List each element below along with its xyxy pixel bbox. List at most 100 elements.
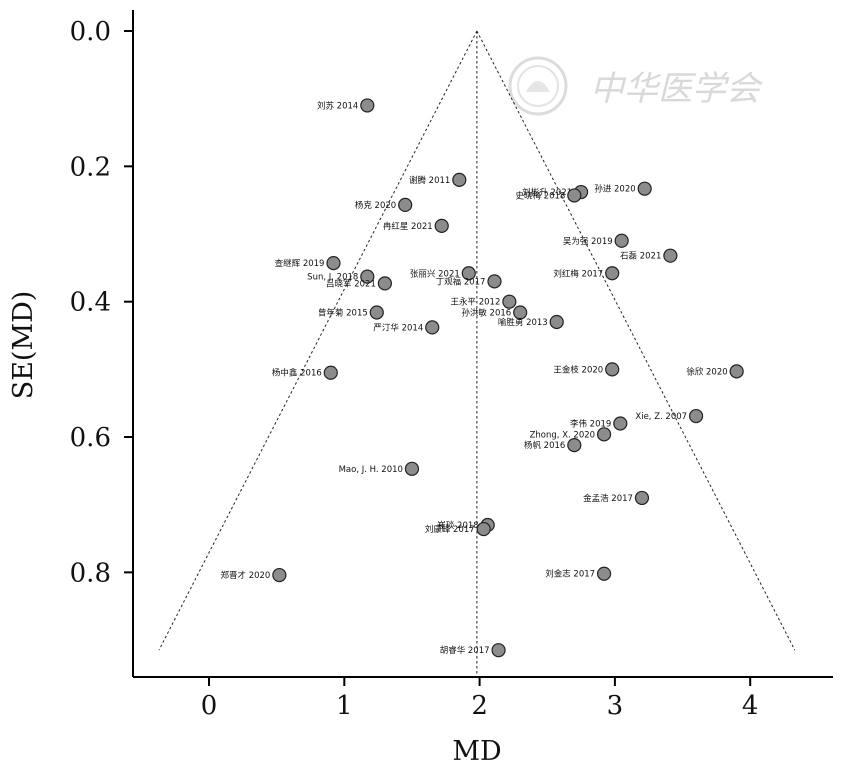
data-point xyxy=(567,188,582,203)
watermark-seal-icon xyxy=(508,56,568,116)
data-point-label: 喻胜勇 2013 xyxy=(498,317,548,328)
data-point-group: 严汀华 2014 xyxy=(373,320,440,335)
data-point-label: 王永平 2012 xyxy=(451,297,501,308)
data-point-group: 金孟浩 2017 xyxy=(583,490,650,506)
funnel-right-line xyxy=(476,30,796,651)
data-point-group: 谢腾 2011 xyxy=(409,172,467,187)
data-point-group: Zhong, X. 2020 xyxy=(530,427,612,442)
data-point xyxy=(513,305,528,320)
data-point-group: 杨帆 2016 xyxy=(524,438,582,453)
data-point-label: 严汀华 2014 xyxy=(373,322,423,333)
data-point xyxy=(452,172,467,187)
x-tick-label: 0 xyxy=(201,691,218,721)
data-point-group: 杨克 2020 xyxy=(355,197,413,213)
data-point-group: 李伟 2019 xyxy=(570,416,628,431)
data-point xyxy=(634,490,650,506)
data-point xyxy=(596,566,612,581)
data-point xyxy=(476,521,491,537)
data-point-group: 刘金志 2017 xyxy=(545,566,612,581)
data-point xyxy=(360,98,375,113)
data-point xyxy=(688,408,704,424)
x-tick-label: 2 xyxy=(471,691,488,721)
data-point-group: 孙进 2020 xyxy=(594,181,652,196)
data-point-group: 张丽兴 2021 xyxy=(410,266,476,281)
data-point-label: 李伟 2019 xyxy=(570,418,611,429)
data-point-label: 谢腾 2011 xyxy=(409,175,450,186)
data-point xyxy=(272,567,287,583)
data-point xyxy=(637,181,652,196)
data-point-group: 吕晓军 2021 xyxy=(326,276,392,291)
data-point xyxy=(425,320,440,335)
data-point-label: 孙洪敏 2016 xyxy=(461,308,511,319)
data-point-group: 杨中鑫 2016 xyxy=(272,365,338,380)
data-point-label: 胡睿华 2017 xyxy=(440,645,490,656)
funnel-left-line xyxy=(158,30,478,651)
data-point xyxy=(398,197,413,213)
data-point-group: 刘康峰 2017 xyxy=(425,521,491,537)
y-tick-label: 0.8 xyxy=(70,558,111,588)
data-point-label: 金孟浩 2017 xyxy=(583,493,633,504)
data-point-group: 喻胜勇 2013 xyxy=(498,314,564,330)
data-point-label: 王金枝 2020 xyxy=(553,364,603,375)
data-point-label: 杨帆 2016 xyxy=(524,440,565,451)
data-point-label: 刘彬升 2021 xyxy=(522,187,572,198)
y-axis-title: SE(MD) xyxy=(8,291,39,400)
data-point-group: 史晓梅 2018 xyxy=(515,188,582,203)
data-points: 刘苏 2014 谢腾 2011 杨克 2020 冉红星 2021 孙进 2020 刘彬升 … xyxy=(221,98,744,658)
data-point-group: Xie, Z. 2007 xyxy=(635,408,704,424)
data-point-group: Mao, J. H. 2010 xyxy=(339,461,420,476)
axes: 0 1 2 3 4 0.0 0.2 0.4 0.6 0.8 xyxy=(70,10,833,721)
data-point-group: 郑晋才 2020 xyxy=(221,567,287,583)
data-point-label: 丁观福 2017 xyxy=(436,276,486,287)
y-tick-label: 0.0 xyxy=(70,17,111,47)
data-point xyxy=(729,364,744,379)
data-point-label: 石磊 2021 xyxy=(620,252,661,262)
data-point-label: 刘金志 2017 xyxy=(545,569,595,580)
data-point xyxy=(491,643,506,658)
data-point-group: 石磊 2021 xyxy=(620,248,678,263)
data-point xyxy=(613,416,628,431)
data-point-label: 杨克 2020 xyxy=(355,200,396,211)
data-point xyxy=(567,438,582,453)
x-tick-label: 1 xyxy=(336,691,353,721)
data-point xyxy=(404,461,420,476)
data-point-group: 孙洪敏 2016 xyxy=(461,305,528,320)
data-point-label: 吕晓军 2021 xyxy=(326,278,376,289)
data-point-label: 孙进 2020 xyxy=(594,184,635,195)
data-point xyxy=(605,266,620,281)
data-point-label: 崔琰 2018 xyxy=(437,520,478,531)
data-point xyxy=(502,294,517,309)
data-point-group: 刘红梅 2017 xyxy=(553,266,620,281)
data-point xyxy=(326,256,341,271)
data-point xyxy=(461,266,476,281)
data-point xyxy=(549,314,564,330)
data-point-label: Sun, J. 2018 xyxy=(307,273,358,283)
data-point-label: Xie, Z. 2007 xyxy=(635,412,687,422)
data-point-label: 吴为强 2019 xyxy=(563,236,613,247)
funnel-lines xyxy=(158,30,796,677)
data-point-label: 杨中鑫 2016 xyxy=(272,368,322,379)
data-point-group: 王金枝 2020 xyxy=(553,362,620,377)
data-point-label: 冉红星 2021 xyxy=(383,221,433,232)
y-tick-label: 0.4 xyxy=(70,288,111,318)
data-point-group: 吴为强 2019 xyxy=(563,233,629,248)
data-point xyxy=(360,269,375,284)
data-point xyxy=(323,365,338,380)
data-point xyxy=(434,218,449,233)
data-point xyxy=(605,362,620,377)
data-point-group: 丁观福 2017 xyxy=(436,274,502,289)
data-point xyxy=(377,276,392,291)
data-point-label: Mao, J. H. 2010 xyxy=(339,465,403,475)
data-point-group: 曾年菊 2015 xyxy=(318,305,384,320)
data-point xyxy=(369,305,384,320)
data-point-label: 查继辉 2019 xyxy=(275,258,325,269)
x-tick-label: 3 xyxy=(607,691,624,721)
data-point-group: 王永平 2012 xyxy=(451,294,517,309)
data-point-label: Zhong, X. 2020 xyxy=(530,430,595,440)
watermark: 中华医学会 xyxy=(508,56,764,116)
data-point-group: 胡睿华 2017 xyxy=(440,643,506,658)
y-tick-label: 0.6 xyxy=(70,423,111,453)
data-point-group: 刘苏 2014 xyxy=(317,98,375,113)
data-point-group: 冉红星 2021 xyxy=(383,218,449,233)
